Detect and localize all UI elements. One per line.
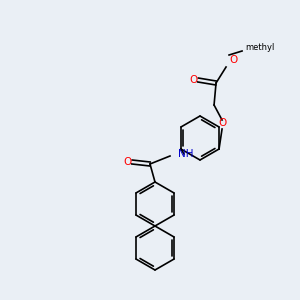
Text: O: O	[218, 118, 226, 128]
Text: O: O	[229, 55, 237, 65]
Text: O: O	[123, 157, 131, 167]
Text: O: O	[189, 75, 197, 85]
Text: methyl: methyl	[245, 43, 274, 52]
Text: NH: NH	[178, 149, 194, 159]
